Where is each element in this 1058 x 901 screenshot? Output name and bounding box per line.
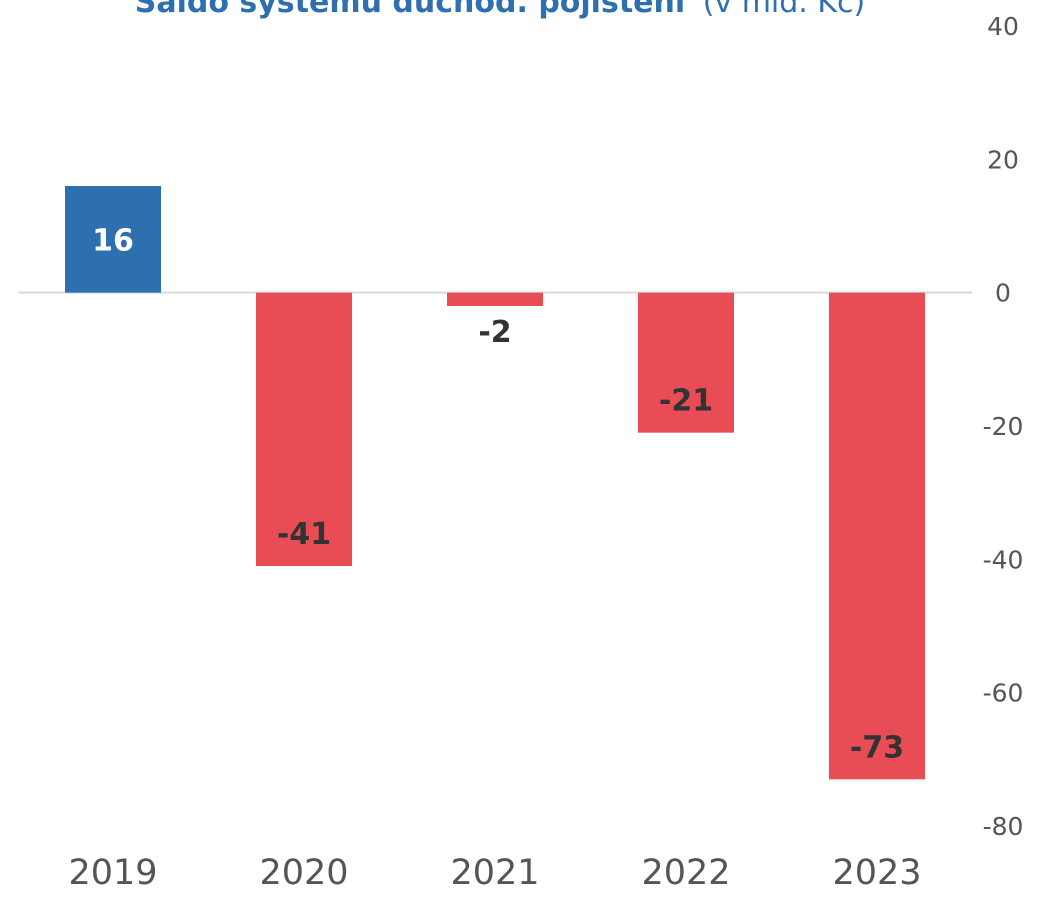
- bars-group: [65, 186, 925, 780]
- y-tick-label: -40: [983, 545, 1024, 574]
- data-label-2020: -41: [277, 517, 331, 552]
- x-tick-label-2023: 2023: [832, 853, 921, 893]
- x-tick-label-2022: 2022: [641, 853, 730, 893]
- y-tick-label: -20: [983, 412, 1024, 441]
- bar-labels-group: 16 -41 -2 -21 -73: [92, 223, 904, 765]
- x-axis: 2019 2020 2021 2022 2023: [68, 853, 921, 893]
- bar-2022: [638, 292, 734, 433]
- bar-2023: [829, 292, 925, 780]
- x-tick-label-2020: 2020: [259, 853, 348, 893]
- y-axis: 40 20 0 -20 -40 -60 -80: [983, 12, 1024, 841]
- x-tick-label-2019: 2019: [68, 853, 157, 893]
- y-tick-label: 40: [987, 12, 1019, 41]
- x-tick-label-2021: 2021: [450, 853, 539, 893]
- bar-2021: [447, 292, 543, 306]
- data-label-2019: 16: [92, 223, 134, 258]
- y-tick-label: -80: [983, 812, 1024, 841]
- chart-title: Saldo systému důchod. pojištění (v mld. …: [135, 0, 866, 20]
- chart-title-main: Saldo systému důchod. pojištění: [135, 0, 687, 20]
- chart-title-unit: (v mld. Kč): [703, 0, 866, 20]
- data-label-2022: -21: [659, 384, 713, 419]
- y-tick-label: 0: [995, 279, 1011, 308]
- y-tick-label: 20: [987, 145, 1019, 174]
- data-label-2023: -73: [850, 730, 904, 765]
- bar-2020: [256, 292, 352, 566]
- data-label-2021: -2: [478, 315, 511, 350]
- bar-2019: [65, 186, 161, 293]
- y-tick-label: -60: [983, 679, 1024, 708]
